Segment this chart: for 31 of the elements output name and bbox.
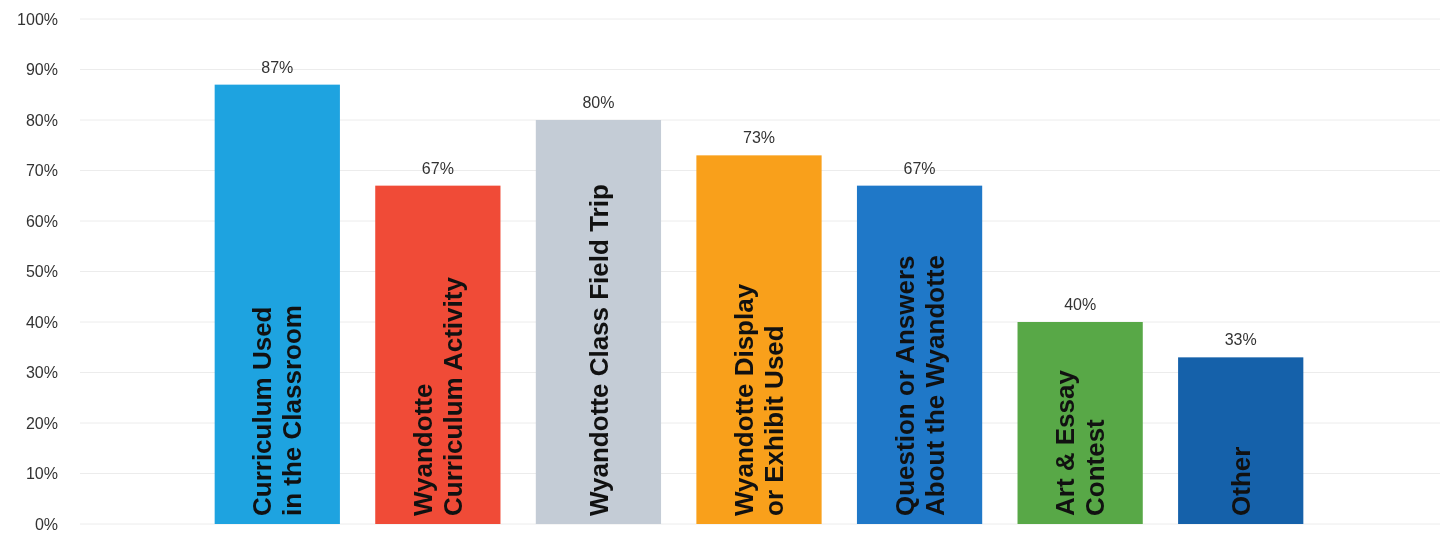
x-tick-label: Art & Essay Contest bbox=[1050, 369, 1111, 516]
data-label: 67% bbox=[421, 159, 454, 177]
y-tick-label: 100% bbox=[17, 10, 58, 28]
data-label: 87% bbox=[261, 58, 294, 76]
y-tick-label: 80% bbox=[25, 111, 58, 129]
bar bbox=[1178, 357, 1304, 524]
bar bbox=[375, 185, 501, 524]
data-label: 80% bbox=[582, 94, 615, 111]
data-label: 73% bbox=[742, 129, 776, 147]
data-label: 67% bbox=[903, 159, 936, 177]
y-tick-label: 60% bbox=[25, 212, 58, 230]
x-tick-label: Wyandotte Display or Exhibit Used bbox=[729, 283, 790, 516]
y-tick-label: 20% bbox=[25, 414, 58, 432]
x-tick-label: Wyandotte Class Field Trip bbox=[583, 184, 614, 516]
bar bbox=[696, 155, 822, 524]
y-tick-label: 0% bbox=[34, 515, 58, 533]
data-label: 40% bbox=[1064, 296, 1097, 313]
bar bbox=[214, 84, 340, 524]
y-tick-label: 50% bbox=[25, 263, 58, 281]
bar bbox=[1017, 322, 1143, 524]
y-tick-label: 10% bbox=[25, 465, 58, 483]
data-label: 33% bbox=[1224, 331, 1257, 349]
x-tick-label: Question or Answers About the Wyandotte bbox=[889, 255, 950, 516]
y-tick-label: 40% bbox=[25, 313, 58, 331]
x-tick-label: Wyandotte Curriculum Activity bbox=[408, 276, 468, 516]
y-tick-label: 30% bbox=[25, 364, 58, 382]
x-tick-label: Other bbox=[1225, 446, 1256, 516]
bar bbox=[535, 120, 662, 524]
y-tick-label: 90% bbox=[25, 61, 58, 79]
x-tick-label: Curriculum Used in the Classroom bbox=[247, 305, 308, 516]
y-tick-label: 70% bbox=[25, 162, 58, 180]
